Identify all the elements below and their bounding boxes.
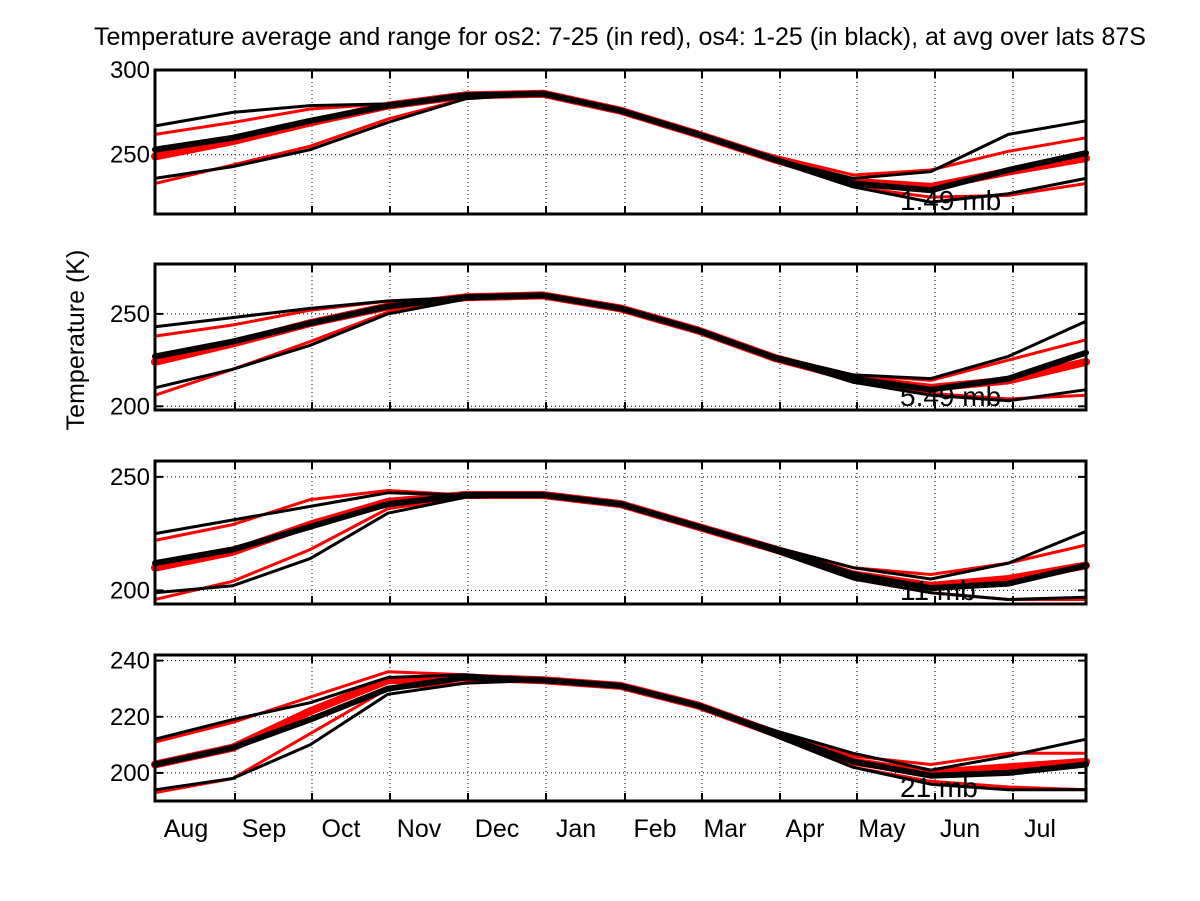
panel-1: 250 300 1.49 mb [110, 57, 1090, 216]
x-tick-label: Sep [242, 815, 286, 843]
y-tick-label: 200 [110, 577, 150, 604]
x-tick-label: Aug [164, 815, 208, 843]
x-tick-label: Jun [940, 815, 980, 843]
panel-3: 200 250 11 mb [110, 459, 1090, 606]
y-tick-label: 300 [110, 57, 150, 84]
x-tick-label: Apr [786, 815, 825, 843]
os4-mean-line [152, 292, 1089, 393]
panel-4: 200 220 240 21 mb [110, 648, 1090, 803]
chart-title: Temperature average and range for os2: 7… [94, 23, 1146, 51]
os4-mean-line [152, 90, 1089, 194]
x-tick-label: Mar [703, 815, 746, 843]
y-tick-label: 250 [110, 301, 150, 328]
x-tick-label: May [858, 815, 906, 843]
x-tick-label: Jan [556, 815, 596, 843]
os4-mean-line [152, 492, 1089, 592]
y-tick-label: 200 [110, 760, 150, 787]
panel-label: 21 mb [900, 772, 978, 803]
axes-border [153, 262, 1088, 412]
axes-border [153, 653, 1088, 803]
y-tick-label: 240 [110, 648, 150, 675]
x-tick-label: Oct [322, 815, 361, 843]
axes-border [153, 68, 1088, 216]
panel-label: 5.49 mb [900, 381, 1001, 412]
axes-border [153, 459, 1088, 606]
panel-2: 200 250 5.49 mb [110, 262, 1090, 420]
x-tick-label: Jul [1024, 815, 1056, 843]
panel-label: 11 mb [900, 575, 976, 606]
os4-mean-line [152, 674, 1089, 779]
x-tick-label: Feb [633, 815, 676, 843]
panel-label: 1.49 mb [900, 185, 1001, 216]
y-tick-label: 250 [110, 464, 150, 491]
x-tick-labels: Aug Sep Oct Nov Dec Jan Feb Mar Apr May Jun Jul [164, 815, 1056, 843]
y-tick-label: 200 [110, 393, 150, 420]
y-axis-label: Temperature (K) [62, 250, 90, 431]
y-tick-label: 250 [110, 142, 150, 169]
x-tick-label: Nov [397, 815, 442, 843]
y-tick-label: 220 [110, 704, 150, 731]
x-tick-label: Dec [475, 815, 519, 843]
